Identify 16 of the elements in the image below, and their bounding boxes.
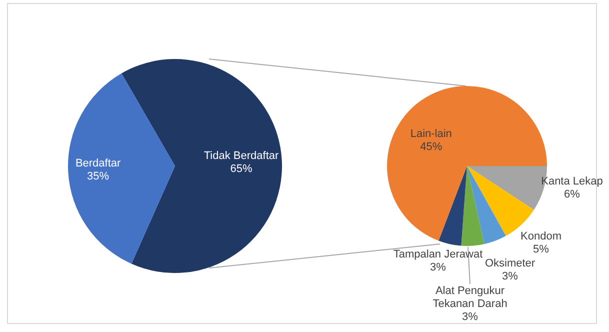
data-label: 45% [420, 141, 442, 154]
data-label: 5% [533, 244, 550, 256]
data-label: 3% [502, 270, 518, 283]
data-label: 65% [230, 163, 252, 176]
data-label: 3% [462, 311, 478, 324]
data-label: 6% [564, 188, 580, 201]
data-label: 35% [87, 170, 110, 183]
slice-label: Tampalan Jerawat [393, 248, 483, 261]
slice-label: Berdaftar [75, 158, 122, 170]
slice-label: Tidak Berdaftar [204, 150, 279, 162]
slice-label: Alat Pengukur Tekanan Darah [432, 285, 508, 310]
slice-label: Kanta Lekap [541, 176, 603, 188]
slice-label: Oksimeter [484, 258, 536, 270]
slice-label: Lain-lain [410, 128, 452, 140]
data-label: 3% [430, 262, 446, 274]
slice-label: Kondom [520, 230, 562, 243]
